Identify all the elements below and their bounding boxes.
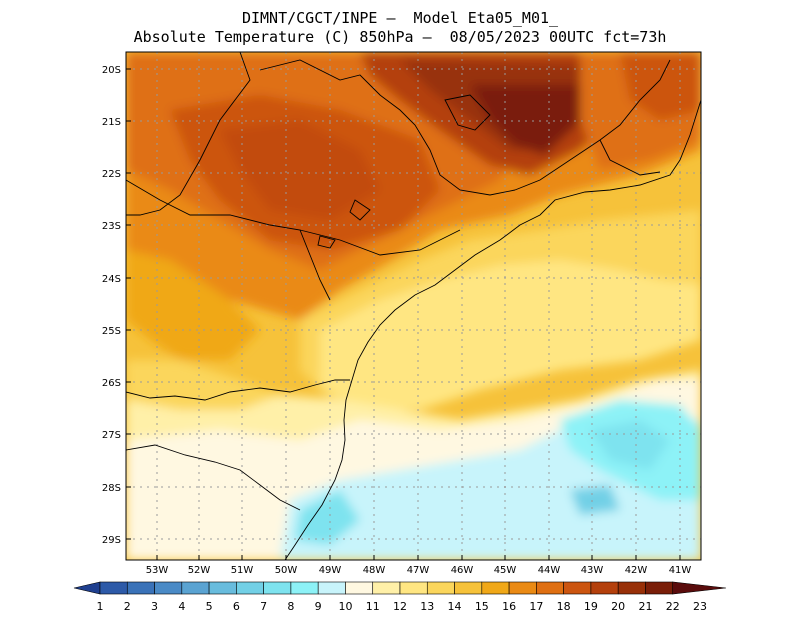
lat-label: 25S — [102, 326, 121, 337]
lon-label: 46W — [451, 565, 474, 576]
lon-label: 45W — [494, 565, 517, 576]
colorbar-label: 17 — [529, 600, 543, 613]
lat-label: 28S — [102, 483, 121, 494]
colorbar-swatch — [236, 581, 264, 595]
colorbar-swatch — [154, 581, 183, 595]
lat-label: 27S — [102, 430, 121, 441]
lat-label: 21S — [102, 117, 121, 128]
lat-label: 24S — [102, 274, 121, 285]
colorbar-swatch — [426, 581, 455, 595]
map-frame — [125, 51, 702, 561]
colorbar-swatch — [181, 581, 210, 595]
colorbar-label: 5 — [206, 600, 213, 613]
colorbar-swatch — [317, 581, 346, 595]
state-border-rj-es — [599, 139, 661, 176]
colorbar-swatch — [126, 581, 155, 595]
state-border-ms-pr — [126, 179, 331, 301]
colorbar-label: 14 — [448, 600, 462, 613]
state-border-pr-sc — [126, 379, 350, 401]
title-line-2: Absolute Temperature (C) 850hPa – 08/05/… — [133, 28, 667, 46]
borders — [126, 52, 701, 560]
colorbar-swatch — [563, 581, 592, 595]
colorbar-label: 7 — [260, 600, 267, 613]
colorbar-label: 2 — [124, 600, 131, 613]
state-border-sp-mg — [259, 59, 516, 196]
colorbar-label: 12 — [393, 600, 407, 613]
colorbar-label: 3 — [151, 600, 158, 613]
state-border-pr-sp — [299, 229, 461, 256]
title-line-1: DIMNT/CGCT/INPE – Model Eta05_M01_ — [241, 9, 559, 27]
colorbar-label: 19 — [584, 600, 598, 613]
colorbar-label: 16 — [502, 600, 516, 613]
reservoir — [349, 199, 371, 221]
lat-label: 22S — [102, 169, 121, 180]
lat-label: 23S — [102, 221, 121, 232]
colorbar-arrow-left — [73, 581, 101, 595]
state-border-sc-rs — [126, 444, 301, 511]
latitude-labels: 20S 21S 22S 23S 24S 25S 26S 27S 28S 29S — [102, 65, 131, 546]
lon-label: 50W — [275, 565, 298, 576]
lon-label: 47W — [407, 565, 430, 576]
colorbar-swatch — [508, 581, 537, 595]
colorbar-label: 10 — [338, 600, 352, 613]
state-border-mg-rj — [514, 59, 671, 191]
temperature-field — [126, 52, 701, 560]
colorbar-swatch — [645, 581, 674, 595]
lat-label: 26S — [102, 378, 121, 389]
colorbar-swatch — [345, 581, 374, 595]
colorbar-swatch — [263, 581, 292, 595]
coastline — [284, 99, 701, 560]
colorbar-swatch — [617, 581, 646, 595]
lon-label: 53W — [146, 565, 169, 576]
colorbar-label: 9 — [315, 600, 322, 613]
colorbar-swatch — [454, 581, 483, 595]
lon-label: 51W — [231, 565, 254, 576]
lat-label: 20S — [102, 65, 121, 76]
colorbar-arrow-right — [672, 581, 727, 595]
colorbar-swatch — [399, 581, 428, 595]
colorbar-swatch — [481, 581, 510, 595]
colorbar-swatch — [536, 581, 564, 595]
lon-label: 52W — [188, 565, 211, 576]
colorbar: 1 2 3 4 5 6 7 8 9 10 11 12 13 14 15 16 17 18 19 20 21 22 23 — [73, 581, 727, 613]
colorbar-label: 20 — [611, 600, 625, 613]
lon-label: 48W — [363, 565, 386, 576]
lon-label: 49W — [319, 565, 342, 576]
colorbar-swatch — [99, 581, 128, 595]
colorbar-label: 18 — [557, 600, 571, 613]
lon-label: 44W — [538, 565, 561, 576]
longitude-labels: 53W 52W 51W 50W 49W 48W 47W 46W 45W 44W 43W 42W 41W — [146, 555, 692, 576]
colorbar-label: 13 — [420, 600, 434, 613]
lat-label: 29S — [102, 535, 121, 546]
graticule — [126, 52, 701, 560]
colorbar-label: 4 — [178, 600, 185, 613]
lon-label: 42W — [625, 565, 648, 576]
colorbar-swatch — [372, 581, 401, 595]
colorbar-label: 21 — [638, 600, 652, 613]
state-border-ms-go — [126, 52, 251, 216]
colorbar-swatch — [590, 581, 619, 595]
reservoir — [444, 94, 491, 131]
colorbar-swatch — [208, 581, 237, 595]
colorbar-label: 8 — [287, 600, 294, 613]
reservoir — [317, 235, 336, 249]
colorbar-label: 15 — [475, 600, 489, 613]
colorbar-label: 6 — [233, 600, 240, 613]
colorbar-label: 11 — [366, 600, 380, 613]
colorbar-swatch — [290, 581, 319, 595]
colorbar-label: 23 — [693, 600, 707, 613]
lon-label: 43W — [581, 565, 604, 576]
colorbar-label: 22 — [666, 600, 680, 613]
lon-label: 41W — [669, 565, 692, 576]
colorbar-label: 1 — [97, 600, 104, 613]
